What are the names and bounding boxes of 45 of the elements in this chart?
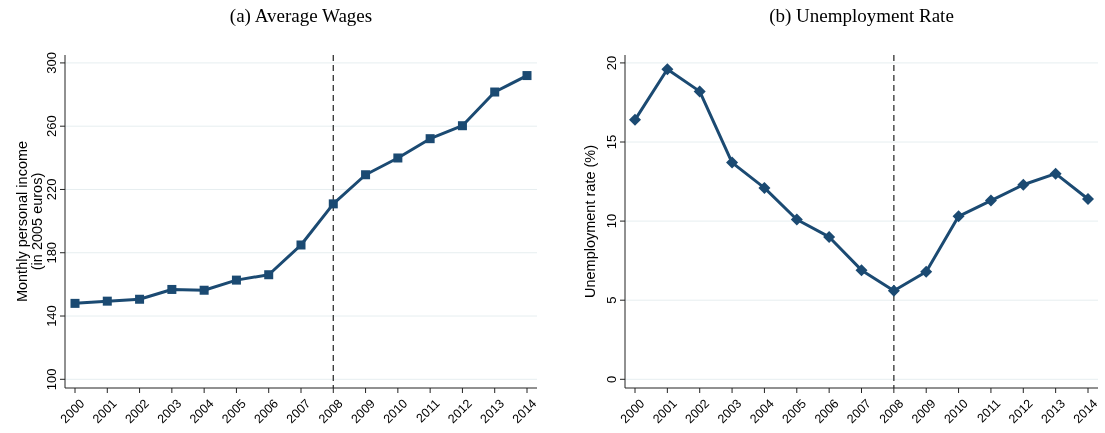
chart-title: (a) Average Wages: [229, 5, 373, 27]
point: [693, 85, 706, 98]
y-tick-label: 260: [44, 115, 59, 138]
y-axis-title: Unemployment rate (%): [582, 144, 598, 299]
point: [984, 194, 997, 207]
y-tick-label: 220: [44, 178, 59, 201]
point: [296, 240, 306, 250]
point: [167, 284, 177, 294]
y-tick-label: 10: [604, 213, 619, 229]
point: [199, 285, 209, 295]
point: [887, 284, 900, 297]
y-tick-label: 0: [604, 375, 619, 383]
y-tick-label: 140: [44, 305, 59, 327]
point: [920, 265, 933, 278]
point: [790, 213, 803, 226]
point: [1082, 192, 1094, 205]
y-tick-label: 100: [44, 368, 59, 391]
y-tick-label: 180: [44, 241, 59, 264]
point: [490, 87, 500, 97]
point: [823, 230, 836, 243]
point: [661, 63, 674, 76]
point: [758, 181, 771, 194]
point: [393, 153, 403, 163]
y-tick-label: 5: [604, 296, 619, 304]
point: [231, 275, 241, 285]
chart-title: (b) Unemployment Rate: [769, 5, 954, 27]
y-axis-title: Monthly personal income (in 2005 euros): [14, 140, 45, 303]
point: [457, 121, 467, 131]
point: [855, 264, 868, 277]
y-tick-label: 300: [44, 52, 59, 74]
point: [1049, 167, 1062, 180]
point: [726, 156, 739, 169]
point: [952, 210, 965, 223]
point: [135, 294, 145, 304]
y-tick-label: 15: [604, 134, 619, 150]
point: [1017, 178, 1030, 191]
point: [522, 71, 532, 81]
point: [102, 296, 112, 306]
point: [361, 170, 371, 180]
y-tick-label: 20: [604, 55, 619, 71]
point: [629, 113, 641, 126]
point: [264, 270, 274, 280]
point: [425, 134, 435, 144]
point: [70, 298, 80, 308]
point: [328, 199, 338, 209]
